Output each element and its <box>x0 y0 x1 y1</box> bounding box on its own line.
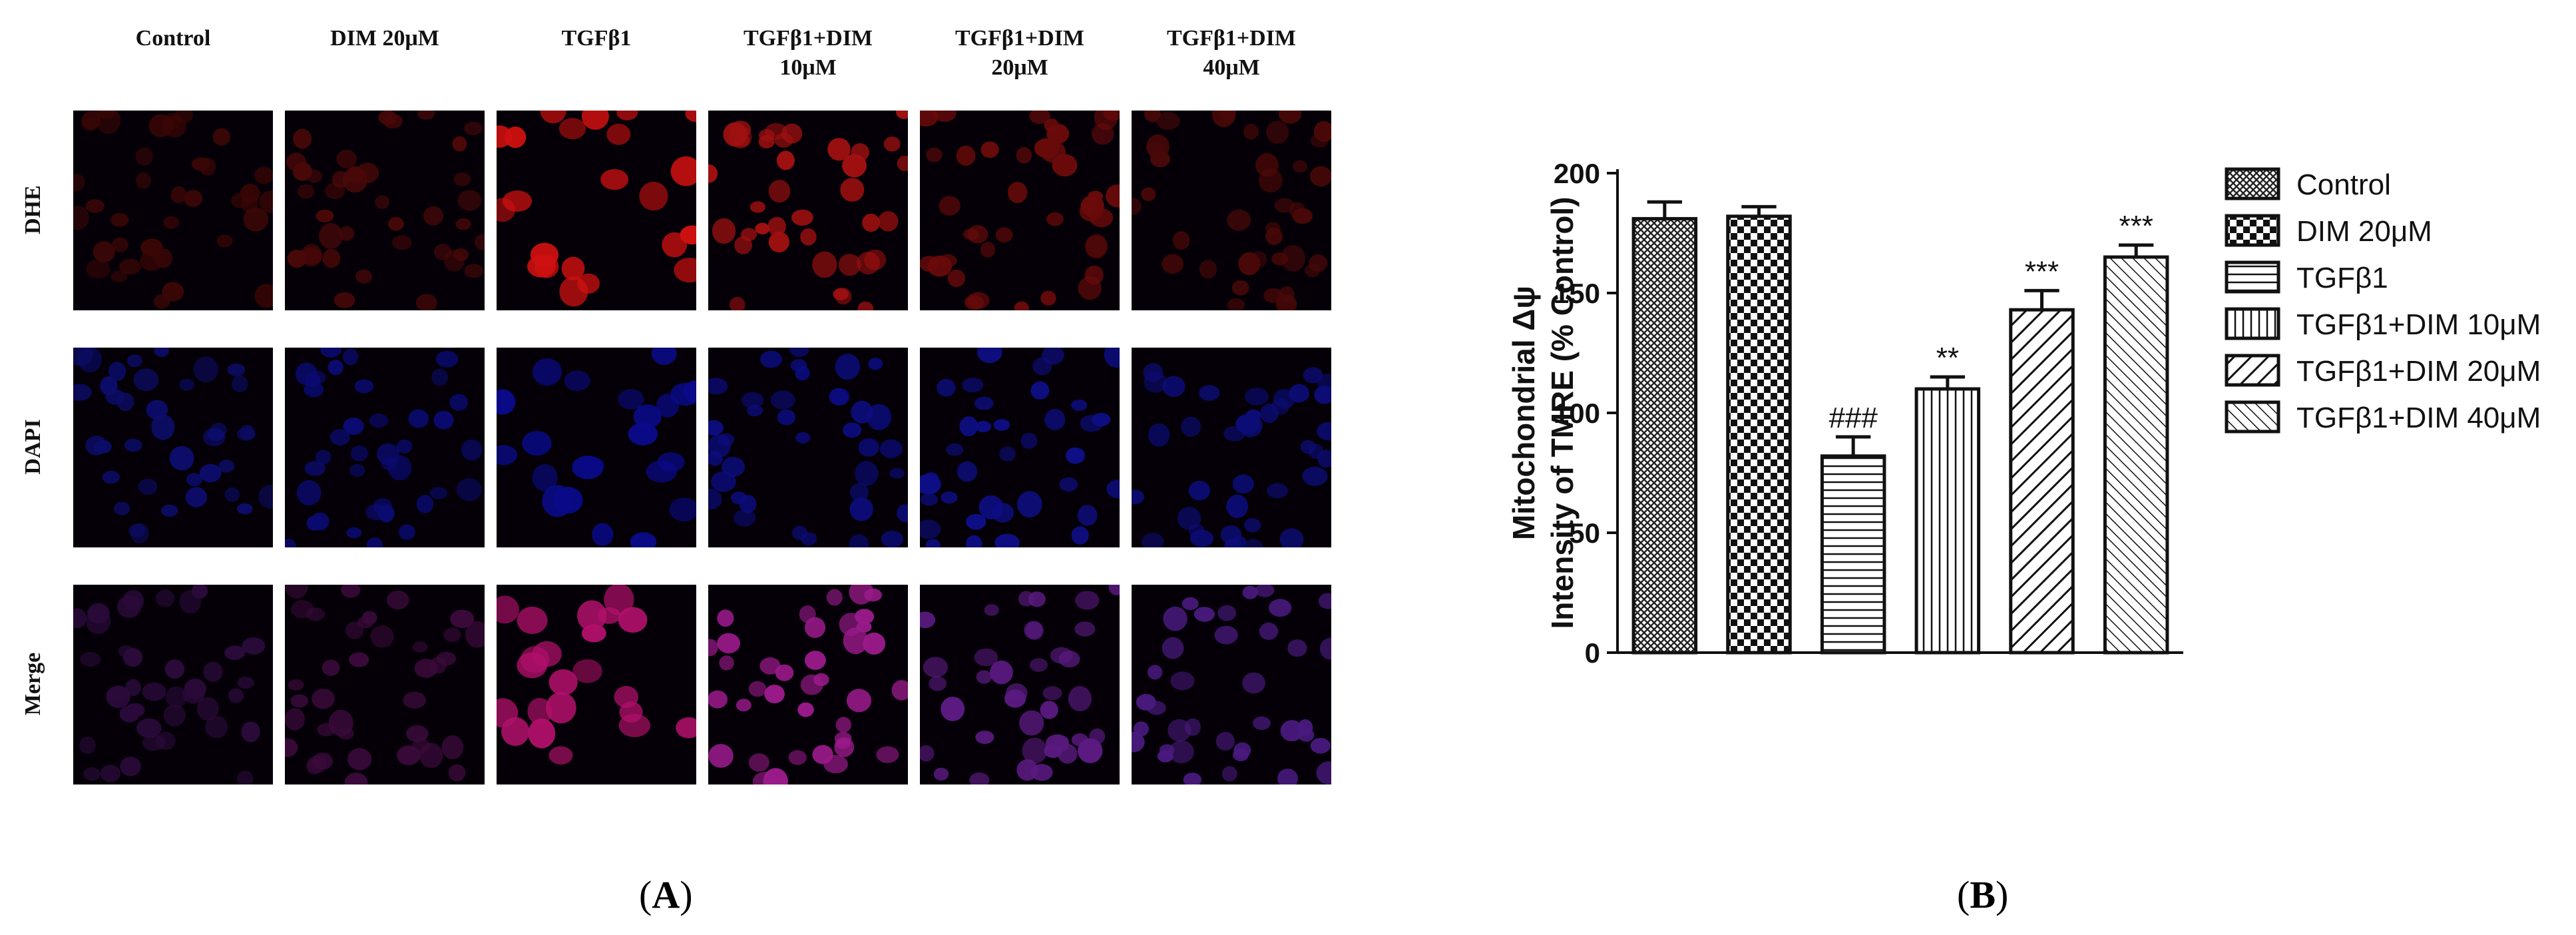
micrograph-dhe <box>920 111 1120 310</box>
legend-swatch <box>2225 260 2280 294</box>
column-header: TGFβ1 <box>561 26 632 51</box>
panel-a-micrographs: Control DIM 20μM TGFβ1 TGFβ1+DIM 10μM TGFβ1+… <box>21 26 1331 916</box>
bar <box>2103 255 2169 655</box>
micrograph-merge <box>285 585 485 784</box>
significance-label: *** <box>2025 255 2059 288</box>
significance-label: *** <box>2119 210 2153 242</box>
micrograph-merge <box>1132 585 1331 784</box>
micrograph-dhe <box>73 111 273 310</box>
micrograph-dapi <box>285 348 485 547</box>
bar <box>1914 387 1981 655</box>
micrograph-dapi <box>708 348 908 547</box>
row-label: Merge <box>21 652 45 716</box>
y-axis-label-line1: Mitochondrial Δψ <box>1506 286 1541 540</box>
legend-swatch <box>2225 214 2280 247</box>
row-label: DHE <box>21 185 45 234</box>
legend-swatch <box>2225 307 2280 340</box>
legend-entry: Control <box>2296 168 2391 201</box>
micrograph-dapi <box>1132 348 1331 547</box>
legend-swatch <box>2225 354 2280 387</box>
micrograph-dapi <box>497 348 696 547</box>
bar <box>1631 216 1698 655</box>
panel-b-letter: (B) <box>1957 873 2009 916</box>
micrograph-merge <box>497 585 696 784</box>
micrograph-dhe <box>285 111 485 310</box>
y-axis-label-line2: Intensity of TMRE (% Control) <box>1545 196 1580 629</box>
column-header: TGFβ1+DIM 20μM <box>955 26 1085 80</box>
chart-legend: Control DIM 20μM TGFβ1 TGFβ1+DIM 10μM TGFβ1+… <box>2225 167 2541 434</box>
legend-entry: TGFβ1+DIM 20μM <box>2296 355 2541 388</box>
y-tick-label: 0 <box>1585 637 1600 669</box>
y-tick-label: 100 <box>1554 398 1600 429</box>
micrograph-dhe <box>497 111 696 310</box>
micrograph-dhe <box>1132 111 1331 310</box>
y-tick-label: 50 <box>1569 517 1600 549</box>
bar <box>1726 214 1792 655</box>
micrograph-dhe <box>708 111 908 310</box>
column-header: DIM 20μM <box>330 26 439 51</box>
legend-entry: DIM 20μM <box>2296 215 2432 248</box>
row-label: DAPI <box>21 419 45 475</box>
column-header: TGFβ1+DIM 10μM <box>743 26 873 80</box>
bar <box>1820 454 1886 655</box>
legend-entry: TGFβ1+DIM 10μM <box>2296 308 2541 341</box>
legend-entry: TGFβ1 <box>2296 262 2388 294</box>
column-header: Control <box>135 26 211 51</box>
micrograph-merge <box>73 585 273 784</box>
micrograph-merge <box>920 585 1120 784</box>
legend-swatch <box>2225 167 2280 200</box>
panel-b-chart: 0 50 100 150 200 ### ** *** *** Mitochondrial Δψ… <box>1385 87 2569 916</box>
column-header: TGFβ1+DIM 40μM <box>1166 26 1297 80</box>
legend-swatch <box>2225 400 2280 434</box>
micrograph-dapi <box>73 348 273 547</box>
bar <box>2009 308 2075 655</box>
panel-a-letter: (A) <box>639 873 693 916</box>
y-tick-label: 200 <box>1554 158 1600 189</box>
micrograph-dapi <box>920 348 1120 547</box>
micrograph-merge <box>708 585 908 784</box>
significance-label: ### <box>1828 402 1878 434</box>
legend-entry: TGFβ1+DIM 40μM <box>2296 402 2541 434</box>
significance-label: ** <box>1936 342 1959 374</box>
y-tick-label: 150 <box>1554 278 1600 309</box>
